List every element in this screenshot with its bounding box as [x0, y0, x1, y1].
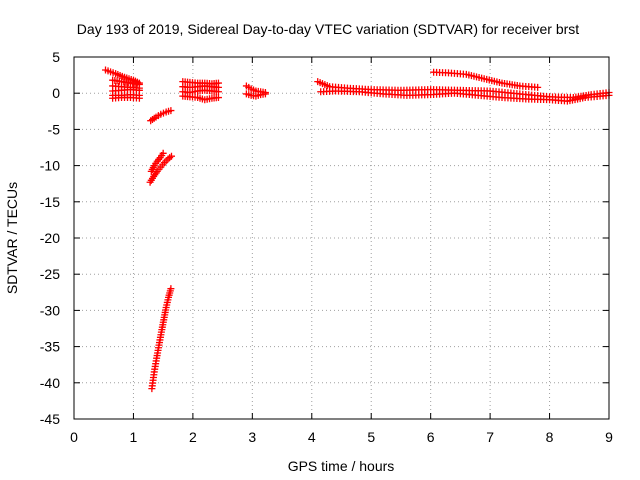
- x-tick-label: 4: [308, 429, 316, 445]
- y-tick-label: -35: [40, 339, 60, 355]
- data-segment: [430, 68, 542, 91]
- data-segment: [147, 149, 167, 175]
- y-tick-label: -20: [40, 230, 60, 246]
- y-tick-label: -45: [40, 411, 60, 427]
- x-tick-label: 1: [130, 429, 138, 445]
- data-point: [159, 149, 167, 157]
- x-axis-label: GPS time / hours: [288, 458, 395, 474]
- y-tick-label: 0: [52, 85, 60, 101]
- x-tick-label: 6: [427, 429, 435, 445]
- data-segment: [242, 90, 269, 100]
- data-point: [167, 152, 175, 160]
- y-tick-label: -25: [40, 266, 60, 282]
- data-point: [135, 94, 143, 102]
- y-tick-label: -15: [40, 194, 60, 210]
- x-tick-label: 5: [367, 429, 375, 445]
- data-segment: [179, 92, 222, 104]
- data-segment: [109, 94, 143, 102]
- data-segment: [109, 76, 143, 89]
- data-segment: [179, 86, 222, 96]
- x-tick-label: 9: [605, 429, 613, 445]
- plot-frame: [73, 56, 610, 420]
- data-point: [214, 94, 222, 102]
- x-tick-label: 8: [546, 429, 554, 445]
- data-segment: [147, 107, 175, 125]
- x-tick-label: 0: [70, 429, 78, 445]
- data-segment: [148, 285, 175, 393]
- data-point: [261, 90, 269, 98]
- chart-title: Day 193 of 2019, Sidereal Day-to-day VTE…: [77, 21, 579, 37]
- tick-labels: 0 1 2 3 4 5 6 7 8 9 5 0 -5 -10 -15 -20 -25 -30 -35 -40 -45: [40, 49, 613, 445]
- y-tick-label: -5: [48, 121, 61, 137]
- x-tick-label: 3: [248, 429, 256, 445]
- x-tick-label: 7: [486, 429, 494, 445]
- y-tick-label: 5: [52, 49, 60, 65]
- data-point: [167, 107, 175, 115]
- data-points: [102, 66, 613, 393]
- x-tick-label: 2: [189, 429, 197, 445]
- y-tick-label: -30: [40, 302, 60, 318]
- y-tick-label: -40: [40, 375, 60, 391]
- y-axis-label: SDTVAR / TECUs: [4, 182, 20, 294]
- grid: [74, 57, 609, 419]
- data-point: [167, 285, 175, 293]
- data-point: [534, 83, 542, 91]
- data-segment: [317, 87, 613, 105]
- y-tick-label: -10: [40, 158, 60, 174]
- data-segment: [146, 152, 175, 186]
- data-point: [166, 154, 174, 162]
